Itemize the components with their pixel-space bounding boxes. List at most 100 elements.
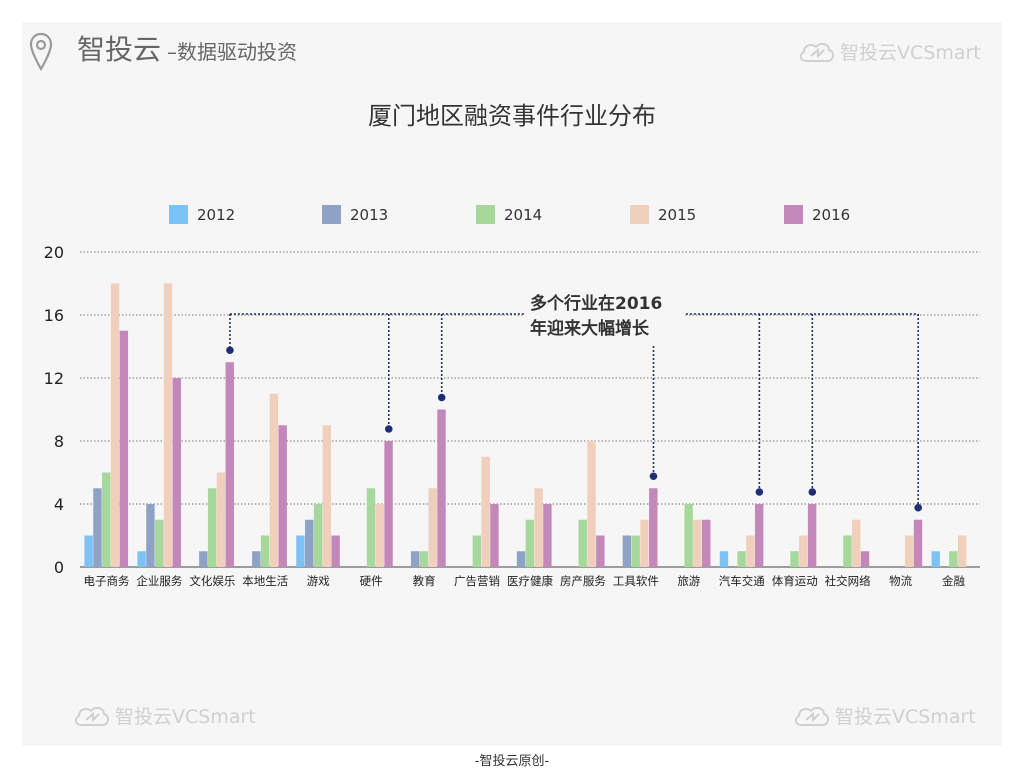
legend-label: 2015 [658, 206, 696, 224]
x-tick-label: 医疗健康 [507, 574, 553, 588]
x-tick-label: 汽车交通 [719, 574, 765, 588]
bar [93, 488, 102, 567]
bar [490, 504, 499, 567]
bar [931, 551, 940, 567]
legend-label: 2016 [812, 206, 850, 224]
bar [957, 535, 967, 567]
legend-swatch [630, 205, 649, 224]
bar [216, 472, 226, 567]
legend-swatch [784, 205, 803, 224]
bar [146, 504, 155, 567]
brand-logo-text: 智投云VCSmart [835, 706, 976, 728]
bar [260, 535, 270, 567]
bar [719, 551, 729, 567]
bar [860, 551, 870, 567]
bar [278, 425, 287, 567]
bar [428, 488, 437, 567]
bar [119, 330, 129, 567]
bar [366, 488, 376, 567]
bar [437, 409, 446, 567]
brand-name: 智投云 [77, 33, 162, 66]
annotation-dot [384, 425, 393, 433]
y-tick-label: 4 [54, 495, 64, 514]
bar [410, 551, 420, 567]
bar [516, 551, 526, 567]
x-tick-label: 企业服务 [136, 574, 182, 588]
bar [534, 488, 543, 567]
bar [587, 441, 596, 567]
bar [269, 393, 279, 567]
bar [754, 504, 764, 567]
y-tick-label: 12 [44, 369, 64, 388]
location-pin-icon [29, 32, 53, 72]
bar [110, 283, 120, 567]
bar [472, 535, 482, 567]
x-tick-label: 本地生活 [242, 574, 288, 588]
bar [84, 535, 93, 567]
bar [225, 362, 234, 567]
bar [622, 535, 632, 567]
legend-swatch [476, 205, 495, 224]
bar [155, 519, 164, 567]
annotation-dot [437, 393, 446, 402]
bar [702, 519, 711, 567]
bar [331, 535, 340, 567]
x-tick-label: 游戏 [307, 574, 330, 588]
brand-logo: 智投云VCSmart [72, 702, 256, 729]
bar [102, 472, 111, 567]
legend-label: 2014 [504, 206, 542, 224]
bar [684, 504, 693, 567]
bar [252, 551, 261, 567]
brand-separator: – [167, 40, 178, 64]
bar [693, 519, 702, 567]
chart-panel [22, 22, 1002, 746]
bar [313, 504, 323, 567]
legend-label: 2012 [197, 206, 235, 224]
bar [137, 551, 146, 567]
x-tick-label: 文化娱乐 [189, 574, 235, 588]
bar [852, 519, 861, 567]
bar [578, 519, 587, 567]
x-tick-label: 广告营销 [454, 574, 500, 588]
brand-logo-text: 智投云VCSmart [840, 42, 981, 64]
legend-swatch [322, 205, 341, 224]
bar [384, 441, 393, 567]
brand-logo: 智投云VCSmart [797, 38, 981, 65]
bar [631, 535, 640, 567]
footer-note: -智投云原创- [474, 754, 550, 769]
bar [649, 488, 658, 567]
brand-header: 智投云 –数据驱动投资 [77, 32, 297, 70]
x-tick-label: 社交网络 [825, 574, 871, 588]
bar [305, 519, 314, 567]
bar [199, 551, 208, 567]
x-tick-label: 工具软件 [613, 574, 659, 588]
annotation-dot [914, 503, 922, 512]
annotation-label: 年迎来大幅增长 [530, 318, 650, 339]
bar [640, 519, 649, 567]
x-tick-label: 物流 [889, 574, 912, 588]
bar [790, 551, 799, 567]
bar [843, 535, 852, 567]
annotation-dot [226, 346, 234, 355]
x-tick-label: 硬件 [360, 574, 383, 588]
brand-logo: 智投云VCSmart [792, 702, 976, 729]
x-tick-label: 金融 [942, 574, 965, 588]
x-tick-label: 教育 [413, 574, 436, 588]
bar [746, 535, 755, 567]
bar [172, 378, 182, 567]
bar [904, 535, 914, 567]
annotation-dot [808, 488, 817, 496]
x-tick-label: 房产服务 [560, 574, 606, 588]
annotation-label-background [524, 290, 684, 344]
y-tick-label: 8 [54, 432, 64, 451]
bar [525, 519, 534, 567]
bar [737, 551, 746, 567]
bar [207, 488, 217, 567]
chart-title: 厦门地区融资事件行业分布 [368, 102, 656, 130]
bar [807, 504, 817, 567]
bar [296, 535, 305, 567]
annotation-dot [755, 488, 764, 496]
y-tick-label: 20 [44, 243, 64, 262]
bar [375, 504, 384, 567]
